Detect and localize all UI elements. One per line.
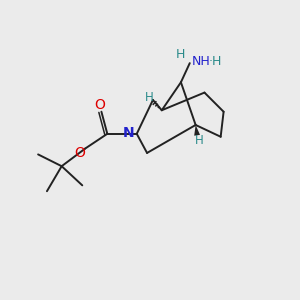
Text: H: H — [145, 91, 154, 104]
Text: H: H — [195, 134, 203, 147]
Text: ·H: ·H — [209, 55, 222, 68]
Text: O: O — [74, 146, 86, 160]
Text: H: H — [176, 48, 186, 62]
Text: O: O — [94, 98, 105, 112]
Polygon shape — [194, 125, 200, 136]
Text: NH: NH — [192, 55, 211, 68]
Text: N: N — [123, 126, 134, 140]
